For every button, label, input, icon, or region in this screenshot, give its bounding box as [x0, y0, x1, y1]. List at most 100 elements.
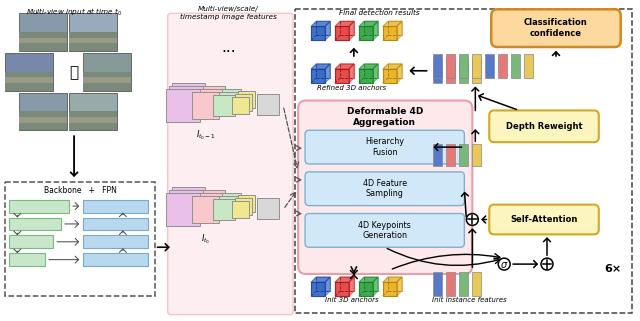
Polygon shape [359, 277, 378, 282]
Polygon shape [364, 64, 378, 78]
Bar [69, 38, 117, 43]
Polygon shape [311, 27, 325, 40]
Text: $I_{t_0-1}$: $I_{t_0-1}$ [196, 128, 216, 142]
Polygon shape [372, 21, 378, 40]
Bar [238, 195, 255, 212]
Bar [216, 196, 238, 218]
Bar [195, 89, 223, 117]
Bar [69, 92, 117, 130]
FancyBboxPatch shape [489, 204, 599, 234]
Bar [169, 190, 202, 223]
Bar [472, 59, 481, 83]
Bar [446, 54, 455, 78]
Text: 🚗: 🚗 [70, 65, 79, 80]
Bar [459, 54, 468, 78]
Text: Self-Attention: Self-Attention [510, 215, 578, 224]
Bar [83, 235, 148, 248]
Bar [433, 59, 442, 83]
Bar [295, 9, 632, 313]
Bar [172, 83, 205, 117]
Text: 6×: 6× [604, 264, 621, 274]
Polygon shape [325, 64, 330, 83]
Bar [472, 272, 481, 296]
Polygon shape [383, 277, 402, 282]
Text: $I_{t_0}$: $I_{t_0}$ [201, 232, 210, 246]
Text: 4D Keypoints
Generation: 4D Keypoints Generation [358, 221, 411, 240]
Bar [433, 272, 442, 296]
Bar [10, 200, 69, 213]
Bar [484, 54, 493, 78]
Polygon shape [349, 277, 354, 296]
Bar [198, 86, 225, 113]
Bar [524, 54, 532, 78]
Text: Classification
confidence: Classification confidence [524, 18, 588, 38]
Polygon shape [316, 277, 330, 291]
Text: 4D Feature
Sampling: 4D Feature Sampling [363, 179, 407, 198]
Bar [232, 201, 249, 218]
Bar [69, 111, 117, 130]
Polygon shape [388, 21, 402, 35]
Bar [19, 117, 67, 123]
Bar [446, 59, 455, 83]
Bar [5, 77, 53, 83]
Text: Init 3D anchors: Init 3D anchors [325, 297, 379, 303]
Polygon shape [335, 21, 354, 27]
Bar [69, 117, 117, 123]
Polygon shape [383, 69, 397, 83]
Polygon shape [397, 64, 402, 83]
Polygon shape [311, 21, 330, 27]
Bar [235, 198, 252, 215]
FancyBboxPatch shape [305, 130, 465, 164]
Polygon shape [311, 282, 325, 296]
Bar [83, 77, 131, 83]
FancyBboxPatch shape [489, 110, 599, 142]
Text: ···: ··· [221, 46, 236, 60]
Polygon shape [349, 21, 354, 40]
Text: Backbone   +   FPN: Backbone + FPN [44, 186, 116, 195]
FancyBboxPatch shape [305, 172, 465, 206]
Bar [83, 200, 148, 213]
Polygon shape [311, 277, 330, 282]
Polygon shape [340, 64, 354, 78]
Bar [172, 187, 205, 221]
Polygon shape [311, 69, 325, 83]
Bar [166, 193, 200, 226]
Bar [191, 196, 220, 223]
Bar [83, 253, 148, 266]
Bar [191, 91, 220, 119]
Text: Multi-view/scale/
timestamp image features: Multi-view/scale/ timestamp image featur… [180, 6, 277, 20]
FancyBboxPatch shape [305, 213, 465, 247]
Polygon shape [359, 21, 378, 27]
Bar [19, 13, 67, 51]
Bar [433, 54, 442, 78]
Text: $\sigma$: $\sigma$ [500, 260, 508, 270]
Polygon shape [364, 277, 378, 291]
Bar [5, 182, 155, 296]
Polygon shape [316, 64, 330, 78]
Polygon shape [359, 27, 372, 40]
Bar [10, 218, 61, 230]
Text: Hierarchy
Fusion: Hierarchy Fusion [365, 137, 404, 157]
Bar [220, 89, 241, 110]
Bar [216, 91, 238, 113]
Bar [235, 94, 252, 111]
Polygon shape [372, 64, 378, 83]
Bar [195, 193, 223, 221]
Text: Init instance features: Init instance features [432, 297, 507, 303]
Circle shape [498, 258, 510, 270]
Bar [459, 59, 468, 83]
Polygon shape [372, 277, 378, 296]
Bar [83, 53, 131, 91]
Bar [446, 144, 455, 166]
Bar [83, 72, 131, 91]
Bar [232, 97, 249, 114]
Bar [19, 38, 67, 43]
Polygon shape [359, 69, 372, 83]
Polygon shape [388, 277, 402, 291]
Bar [69, 13, 117, 51]
FancyBboxPatch shape [298, 100, 472, 274]
Text: Deformable 4D
Aggregation: Deformable 4D Aggregation [346, 108, 423, 127]
Bar [459, 144, 468, 166]
Polygon shape [383, 282, 397, 296]
Polygon shape [340, 277, 354, 291]
